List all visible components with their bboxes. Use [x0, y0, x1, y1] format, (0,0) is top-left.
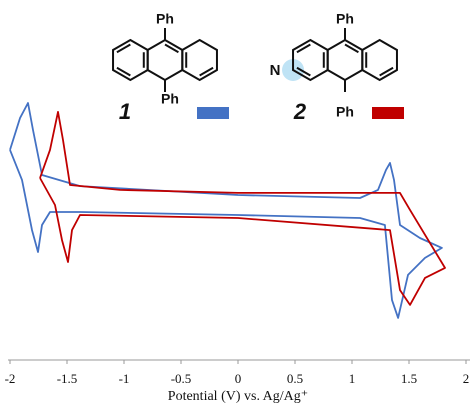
x-tick-label: -0.5 — [171, 371, 192, 386]
legend-label: 2 — [293, 99, 307, 124]
ring — [326, 38, 364, 82]
substituent: Ph — [156, 11, 174, 27]
legend-swatch — [372, 107, 404, 119]
cv-curve — [39, 111, 446, 306]
heteroatom: N — [270, 62, 281, 79]
double-bond — [199, 66, 214, 77]
x-tick-label: 1.5 — [401, 371, 417, 386]
ring — [112, 38, 149, 82]
double-bond — [344, 43, 359, 54]
ring — [361, 38, 398, 82]
double-bond — [116, 43, 131, 54]
x-tick-label: -1.5 — [57, 371, 78, 386]
legend-swatch — [197, 107, 229, 119]
double-bond — [379, 66, 394, 77]
substituent: Ph — [336, 11, 354, 27]
substituent: Ph — [336, 104, 354, 120]
double-bond — [296, 66, 311, 77]
ring — [146, 38, 184, 82]
x-tick-label: 0.5 — [287, 371, 303, 386]
double-bond — [116, 66, 131, 77]
x-tick-label: 1 — [349, 371, 356, 386]
cv-curve — [9, 102, 443, 319]
substituent: Ph — [161, 91, 179, 107]
double-bond — [164, 43, 179, 54]
x-tick-label: 0 — [235, 371, 242, 386]
x-tick-label: -1 — [119, 371, 130, 386]
legend-label: 1 — [119, 99, 131, 124]
double-bond — [296, 43, 311, 54]
ring — [292, 38, 329, 82]
x-axis-label: Potential (V) vs. Ag/Ag⁺ — [168, 389, 308, 404]
ring — [181, 38, 218, 82]
x-tick-label: 2 — [463, 371, 470, 386]
x-tick-label: -2 — [5, 371, 16, 386]
